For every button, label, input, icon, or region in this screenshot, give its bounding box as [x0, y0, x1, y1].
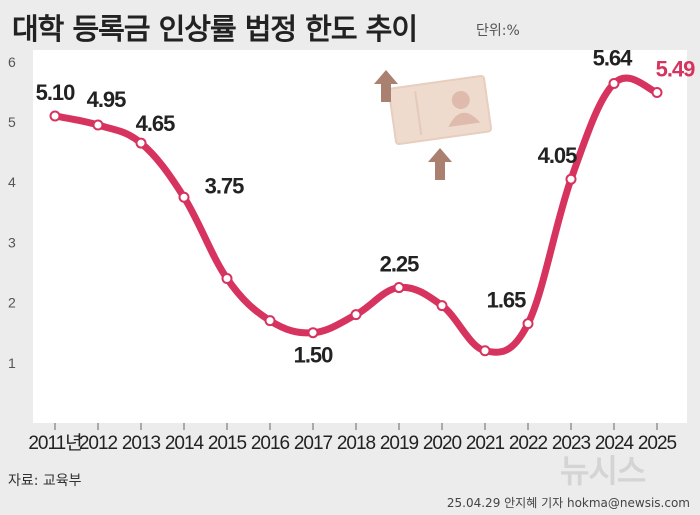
source-note: 자료: 교육부 [8, 473, 82, 489]
data-point [608, 77, 620, 89]
money-decoration [374, 70, 493, 180]
x-tick-label: 2013 [122, 433, 161, 454]
data-point [135, 137, 147, 149]
y-tick-label: 2 [8, 295, 16, 311]
x-tick-label: 2021 [466, 433, 505, 454]
data-point [49, 110, 61, 122]
data-point [178, 191, 190, 203]
newsis-logo: 뉴시스 [560, 452, 646, 490]
data-point [393, 282, 405, 294]
data-point [307, 327, 319, 339]
y-tick-label: 1 [8, 355, 16, 371]
data-label: 4.95 [87, 87, 127, 112]
data-label: 1.65 [487, 288, 527, 313]
y-tick-label: 4 [8, 174, 16, 190]
data-point [92, 119, 104, 131]
x-tick-label: 2022 [509, 433, 548, 454]
data-label: 5.64 [593, 45, 634, 70]
x-tick-label: 2015 [208, 433, 247, 454]
data-points [49, 77, 663, 357]
x-tick-label: 2019 [380, 433, 419, 454]
data-point [350, 309, 362, 321]
x-tick-label: 2024 [595, 433, 635, 454]
data-point [436, 300, 448, 312]
credit-line: 25.04.29 안지혜 기자 hokma@newsis.com [446, 496, 690, 510]
x-tick-label: 2012 [79, 433, 118, 454]
plot-area [33, 50, 687, 423]
data-point [264, 315, 276, 327]
x-tick-label: 2025 [638, 433, 677, 454]
data-label: 2.25 [380, 252, 420, 277]
data-label: 4.65 [136, 111, 176, 136]
data-point [479, 345, 491, 357]
unit-label: 단위:% [476, 23, 520, 39]
data-point [651, 87, 663, 99]
x-tick-label: 2020 [423, 433, 462, 454]
x-tick-label: 2014 [165, 433, 205, 454]
y-tick-label: 3 [8, 234, 16, 250]
y-axis-ticks: 1 2 3 4 5 6 [8, 54, 16, 371]
data-point [221, 273, 233, 285]
chart-title: 대학 등록금 인상률 법정 한도 추이 [12, 12, 418, 46]
data-point [522, 318, 534, 330]
data-label: 5.49 [656, 57, 696, 82]
data-label: 5.10 [36, 80, 76, 105]
data-labels: 5.10 4.95 4.65 3.75 1.50 2.25 1.65 4.05 5.64 5.49 [36, 45, 697, 368]
x-tick-label: 2017 [294, 433, 333, 454]
x-tick-label: 2016 [251, 433, 290, 454]
data-label: 4.05 [538, 143, 578, 168]
data-point [565, 173, 577, 185]
data-label: 3.75 [205, 173, 245, 198]
y-tick-label: 5 [8, 114, 16, 130]
x-tick-label: 2023 [552, 433, 591, 454]
y-tick-label: 6 [8, 54, 16, 70]
series-line [51, 74, 661, 356]
data-label: 1.50 [294, 343, 334, 368]
x-tick-label: 2018 [337, 433, 376, 454]
x-tick-label: 2011년 [28, 432, 81, 454]
